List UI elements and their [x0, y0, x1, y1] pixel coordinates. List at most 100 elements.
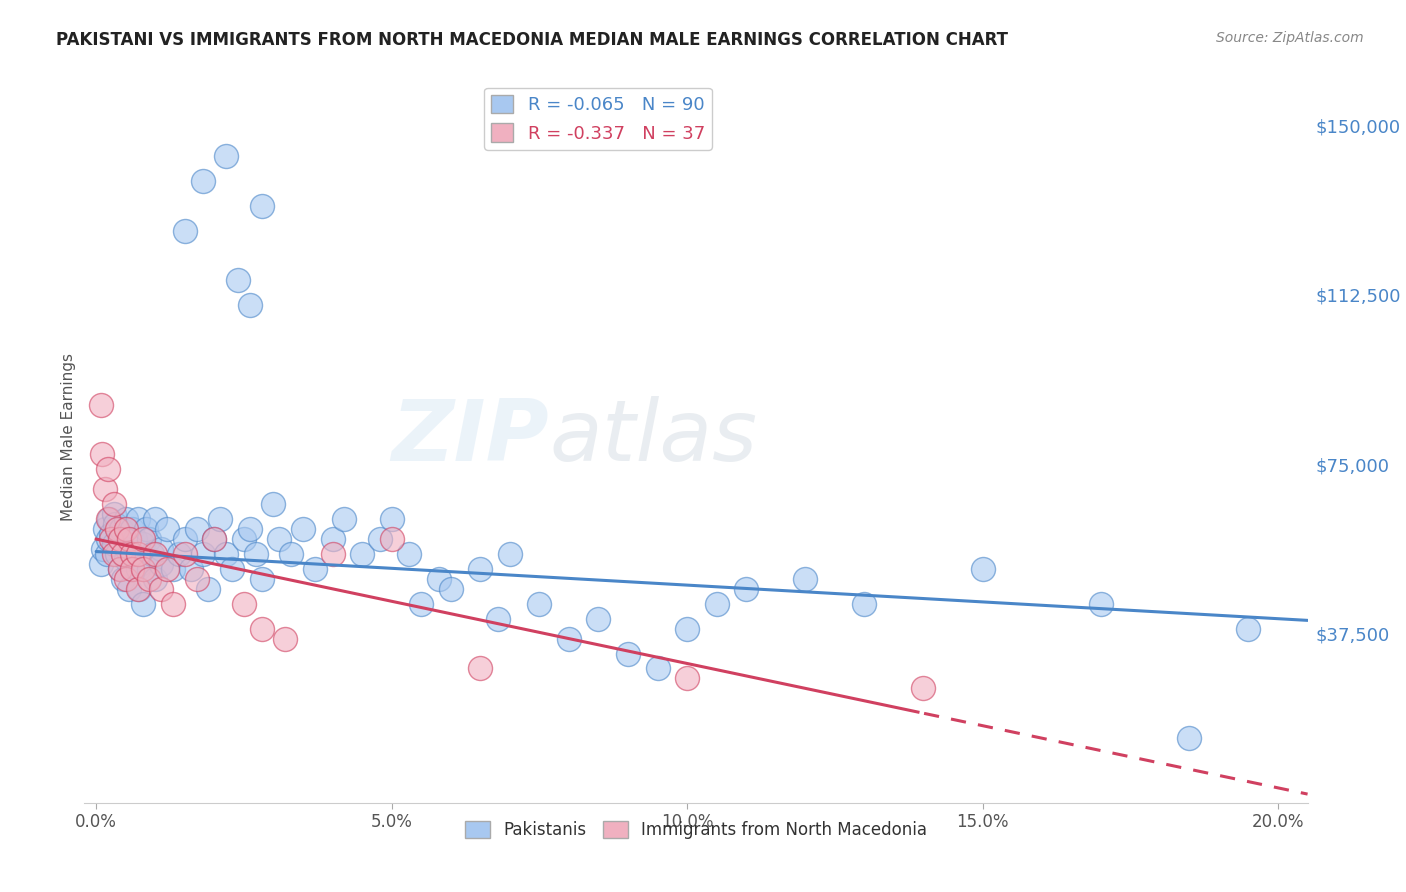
Point — [96, 547, 118, 561]
Point — [381, 532, 404, 546]
Point — [127, 582, 149, 596]
Point — [486, 612, 509, 626]
Point — [173, 224, 195, 238]
Point — [191, 547, 214, 561]
Point — [143, 547, 166, 561]
Point — [226, 273, 249, 287]
Point — [304, 562, 326, 576]
Point — [322, 532, 344, 546]
Point — [114, 552, 136, 566]
Point — [398, 547, 420, 561]
Point — [250, 622, 273, 636]
Point — [108, 532, 131, 546]
Point — [427, 572, 450, 586]
Point — [280, 547, 302, 561]
Point — [121, 562, 143, 576]
Point — [676, 622, 699, 636]
Legend: Pakistanis, Immigrants from North Macedonia: Pakistanis, Immigrants from North Macedo… — [458, 814, 934, 846]
Point — [440, 582, 463, 596]
Point — [114, 512, 136, 526]
Point — [1090, 597, 1112, 611]
Point — [94, 522, 117, 536]
Point — [115, 542, 138, 557]
Point — [118, 582, 141, 596]
Point — [127, 547, 149, 561]
Point — [103, 497, 125, 511]
Point — [912, 681, 935, 696]
Point — [104, 517, 127, 532]
Point — [173, 547, 195, 561]
Point — [97, 532, 120, 546]
Point — [411, 597, 433, 611]
Point — [292, 522, 315, 536]
Point — [91, 448, 114, 462]
Point — [191, 174, 214, 188]
Point — [232, 597, 254, 611]
Point — [129, 557, 152, 571]
Point — [239, 522, 262, 536]
Point — [381, 512, 404, 526]
Point — [794, 572, 817, 586]
Point — [676, 672, 699, 686]
Point — [162, 562, 184, 576]
Text: Source: ZipAtlas.com: Source: ZipAtlas.com — [1216, 31, 1364, 45]
Point — [156, 522, 179, 536]
Point — [127, 512, 149, 526]
Text: ZIP: ZIP — [391, 395, 550, 479]
Point — [221, 562, 243, 576]
Point — [232, 532, 254, 546]
Point — [128, 582, 150, 596]
Point — [186, 572, 208, 586]
Point — [617, 647, 640, 661]
Point — [143, 512, 166, 526]
Point — [239, 298, 262, 312]
Point — [274, 632, 297, 646]
Point — [111, 547, 134, 561]
Point — [114, 572, 136, 586]
Point — [111, 572, 134, 586]
Point — [972, 562, 994, 576]
Point — [647, 661, 669, 675]
Point — [368, 532, 391, 546]
Text: PAKISTANI VS IMMIGRANTS FROM NORTH MACEDONIA MEDIAN MALE EARNINGS CORRELATION CH: PAKISTANI VS IMMIGRANTS FROM NORTH MACED… — [56, 31, 1008, 49]
Point — [150, 542, 173, 557]
Point — [529, 597, 551, 611]
Point — [167, 547, 190, 561]
Point — [132, 597, 155, 611]
Point — [162, 597, 184, 611]
Point — [132, 562, 155, 576]
Point — [499, 547, 522, 561]
Point — [245, 547, 267, 561]
Point — [173, 532, 195, 546]
Point — [215, 547, 238, 561]
Point — [558, 632, 581, 646]
Point — [100, 532, 122, 546]
Point — [100, 527, 122, 541]
Point — [90, 557, 112, 571]
Y-axis label: Median Male Earnings: Median Male Earnings — [60, 353, 76, 521]
Point — [202, 532, 225, 546]
Point — [215, 149, 238, 163]
Point — [352, 547, 374, 561]
Point — [853, 597, 876, 611]
Point — [333, 512, 356, 526]
Point — [121, 547, 143, 561]
Point — [94, 483, 117, 497]
Point — [138, 562, 160, 576]
Point — [121, 562, 143, 576]
Point — [269, 532, 291, 546]
Point — [108, 562, 131, 576]
Point — [197, 582, 219, 596]
Point — [202, 532, 225, 546]
Point — [103, 507, 125, 521]
Point — [143, 572, 166, 586]
Point — [103, 537, 125, 551]
Point — [156, 562, 179, 576]
Point — [124, 532, 146, 546]
Point — [141, 547, 163, 561]
Point — [1178, 731, 1201, 745]
Point — [706, 597, 728, 611]
Point — [735, 582, 758, 596]
Point — [138, 572, 160, 586]
Point — [250, 199, 273, 213]
